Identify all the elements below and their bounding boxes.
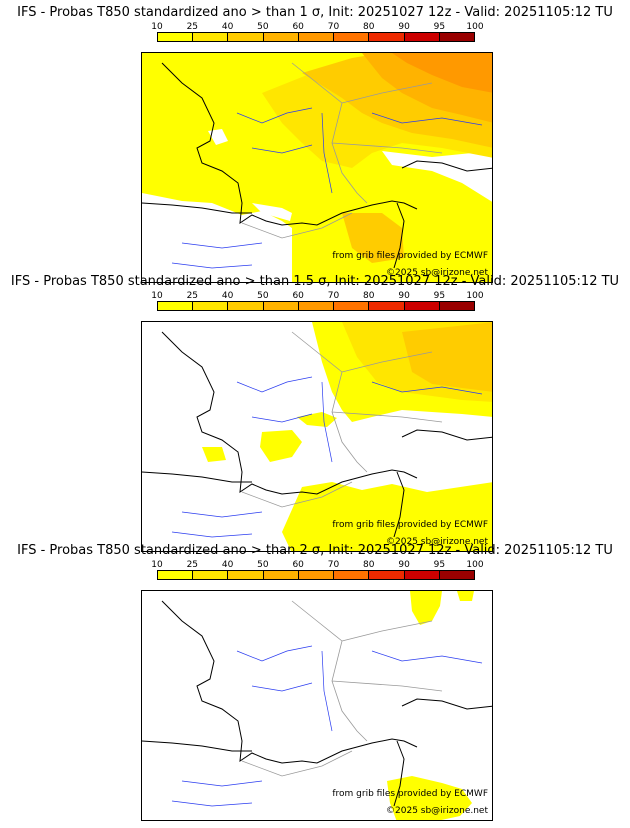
colorbar-cell bbox=[299, 302, 334, 310]
colorbar-cell bbox=[228, 33, 263, 41]
probability-map: from grib files provided by ECMWF ©2025 … bbox=[141, 590, 493, 821]
prob-area-10 bbox=[202, 447, 226, 462]
colorbar-label: 25 bbox=[187, 22, 198, 32]
prob-area-10 bbox=[457, 591, 474, 601]
coastline bbox=[402, 699, 493, 709]
country-border bbox=[242, 751, 352, 776]
coastline bbox=[402, 430, 493, 440]
colorbar-label: 10 bbox=[151, 560, 162, 570]
colorbar-label: 90 bbox=[398, 22, 409, 32]
map-panel-2sigma: IFS - Probas T850 standardized ano > tha… bbox=[0, 543, 630, 815]
panel-title: IFS - Probas T850 standardized ano > tha… bbox=[0, 543, 630, 559]
colorbar-cell bbox=[264, 571, 299, 579]
prob-area-10 bbox=[410, 591, 442, 625]
colorbar-cell bbox=[158, 571, 193, 579]
colorbar-cell bbox=[228, 302, 263, 310]
colorbar-labels: 10 25 40 50 60 70 80 90 95 100 bbox=[157, 291, 475, 301]
colorbar-label: 80 bbox=[363, 22, 374, 32]
copyright-credit: ©2025 sb@irizone.net bbox=[386, 806, 488, 817]
colorbar-label: 90 bbox=[398, 291, 409, 301]
colorbar-label: 50 bbox=[257, 22, 268, 32]
colorbar-cell bbox=[369, 571, 404, 579]
colorbar-cell bbox=[264, 302, 299, 310]
colorbar-cell bbox=[193, 33, 228, 41]
coastline bbox=[142, 472, 252, 482]
probability-map: from grib files provided by ECMWF ©2025 … bbox=[141, 52, 493, 283]
colorbar-label: 25 bbox=[187, 291, 198, 301]
colorbar-cell bbox=[405, 571, 440, 579]
colorbar-cell bbox=[369, 33, 404, 41]
colorbar-label: 95 bbox=[434, 291, 445, 301]
source-credit: from grib files provided by ECMWF bbox=[332, 789, 488, 800]
colorbar-label: 95 bbox=[434, 560, 445, 570]
colorbar-label: 10 bbox=[151, 22, 162, 32]
colorbar-label: 70 bbox=[328, 291, 339, 301]
colorbar-cell bbox=[440, 302, 474, 310]
colorbar-label: 95 bbox=[434, 22, 445, 32]
colorbar-cell bbox=[228, 571, 263, 579]
colorbar-cell bbox=[299, 33, 334, 41]
colorbar-cell bbox=[158, 33, 193, 41]
colorbar-cell bbox=[193, 302, 228, 310]
colorbar-label: 50 bbox=[257, 291, 268, 301]
colorbar bbox=[157, 301, 475, 311]
colorbar-label: 25 bbox=[187, 560, 198, 570]
colorbar-label: 100 bbox=[466, 560, 483, 570]
colorbar-cell bbox=[405, 302, 440, 310]
map-panel-1-5sigma: IFS - Probas T850 standardized ano > tha… bbox=[0, 274, 630, 546]
map-svg bbox=[142, 322, 493, 552]
colorbar bbox=[157, 570, 475, 580]
panel-title: IFS - Probas T850 standardized ano > tha… bbox=[0, 5, 630, 21]
colorbar-label: 10 bbox=[151, 291, 162, 301]
colorbar-cell bbox=[299, 571, 334, 579]
colorbar-cell bbox=[264, 33, 299, 41]
colorbar-label: 50 bbox=[257, 560, 268, 570]
panel-title: IFS - Probas T850 standardized ano > tha… bbox=[0, 274, 630, 290]
colorbar-label: 80 bbox=[363, 560, 374, 570]
probability-map: from grib files provided by ECMWF ©2025 … bbox=[141, 321, 493, 552]
colorbar-labels: 10 25 40 50 60 70 80 90 95 100 bbox=[157, 560, 475, 570]
colorbar-label: 40 bbox=[222, 560, 233, 570]
colorbar-cell bbox=[334, 33, 369, 41]
colorbar-label: 60 bbox=[292, 22, 303, 32]
colorbar-cell bbox=[405, 33, 440, 41]
colorbar-label: 70 bbox=[328, 22, 339, 32]
colorbar-cell bbox=[440, 571, 474, 579]
colorbar-cell bbox=[369, 302, 404, 310]
map-svg bbox=[142, 591, 493, 821]
map-panel-1sigma: IFS - Probas T850 standardized ano > tha… bbox=[0, 5, 630, 277]
colorbar-label: 80 bbox=[363, 291, 374, 301]
colorbar-label: 90 bbox=[398, 560, 409, 570]
prob-area-10 bbox=[260, 430, 302, 462]
colorbar-cell bbox=[334, 302, 369, 310]
coastline bbox=[162, 601, 417, 763]
colorbar-label: 40 bbox=[222, 22, 233, 32]
colorbar-label: 60 bbox=[292, 560, 303, 570]
colorbar bbox=[157, 32, 475, 42]
source-credit: from grib files provided by ECMWF bbox=[332, 520, 488, 531]
colorbar-cell bbox=[334, 571, 369, 579]
colorbar-cell bbox=[158, 302, 193, 310]
colorbar-label: 100 bbox=[466, 291, 483, 301]
map-svg bbox=[142, 53, 493, 283]
colorbar-cell bbox=[440, 33, 474, 41]
colorbar-label: 40 bbox=[222, 291, 233, 301]
colorbar-cell bbox=[193, 571, 228, 579]
coastline bbox=[142, 741, 252, 751]
colorbar-label: 60 bbox=[292, 291, 303, 301]
prob-area-10 bbox=[297, 412, 337, 427]
colorbar-labels: 10 25 40 50 60 70 80 90 95 100 bbox=[157, 22, 475, 32]
colorbar-label: 70 bbox=[328, 560, 339, 570]
colorbar-label: 100 bbox=[466, 22, 483, 32]
source-credit: from grib files provided by ECMWF bbox=[332, 251, 488, 262]
